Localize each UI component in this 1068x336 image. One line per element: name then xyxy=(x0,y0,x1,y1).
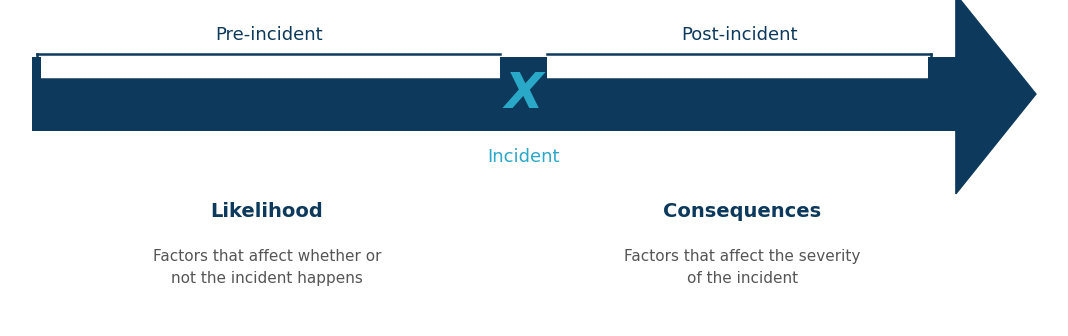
Polygon shape xyxy=(956,0,1036,194)
Text: Likelihood: Likelihood xyxy=(210,202,324,221)
Text: X: X xyxy=(504,70,543,118)
Text: Post-incident: Post-incident xyxy=(680,26,798,44)
Text: Consequences: Consequences xyxy=(663,202,821,221)
Text: Pre-incident: Pre-incident xyxy=(215,26,323,44)
Text: Incident: Incident xyxy=(487,148,560,166)
Bar xyxy=(41,55,500,79)
Text: Factors that affect the severity
of the incident: Factors that affect the severity of the … xyxy=(624,249,861,286)
Text: Factors that affect whether or
not the incident happens: Factors that affect whether or not the i… xyxy=(153,249,381,286)
Bar xyxy=(32,57,956,131)
Bar xyxy=(547,55,928,79)
